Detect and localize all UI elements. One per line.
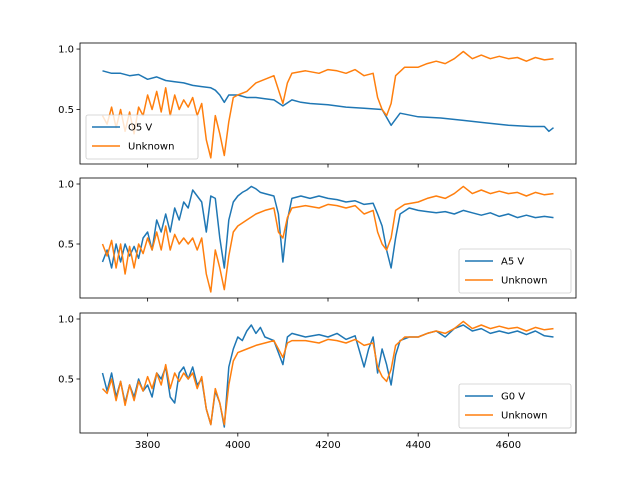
legend: A5 V Unknown <box>458 248 572 294</box>
x-tick-label: 4000 <box>225 440 250 451</box>
x-tick-label: 4200 <box>315 440 340 451</box>
y-tick-label: 0.5 <box>58 240 74 251</box>
legend-box <box>458 248 572 294</box>
series-line-1-1 <box>102 70 554 133</box>
series-line-1-2 <box>101 50 554 159</box>
y-tick-label: 1.0 <box>58 45 74 56</box>
legend-label: O5 V <box>128 123 152 134</box>
subplot-2: 0.5 1.0 A5 V Unknown <box>58 177 577 302</box>
legend-label: Unknown <box>501 411 547 422</box>
y-tick-label: 1.0 <box>58 180 74 191</box>
series-line-2-1 <box>101 185 554 269</box>
subplot-1: 0.5 1.0 O5 V Unknown <box>58 42 577 168</box>
y-tick-label: 0.5 <box>58 105 74 116</box>
series-line-2-2 <box>101 185 554 293</box>
x-tick-label: 3800 <box>135 440 160 451</box>
subplot-3: 0.5 1.0 3800 4000 4200 4400 4600 G0 V Unknown <box>58 312 577 451</box>
y-tick-label: 1.0 <box>58 315 74 326</box>
legend-label: Unknown <box>501 276 547 287</box>
legend-label: A5 V <box>501 257 524 268</box>
x-tick-label: 4400 <box>405 440 430 451</box>
legend-label: Unknown <box>128 142 174 153</box>
legend-label: G0 V <box>501 392 525 403</box>
y-tick-label: 0.5 <box>58 375 74 386</box>
x-tick-label: 4600 <box>496 440 521 451</box>
legend: O5 V Unknown <box>85 114 199 160</box>
legend: G0 V Unknown <box>458 383 572 429</box>
legend-box <box>85 114 199 160</box>
series-line-3-2 <box>101 320 554 426</box>
legend-box <box>458 383 572 429</box>
